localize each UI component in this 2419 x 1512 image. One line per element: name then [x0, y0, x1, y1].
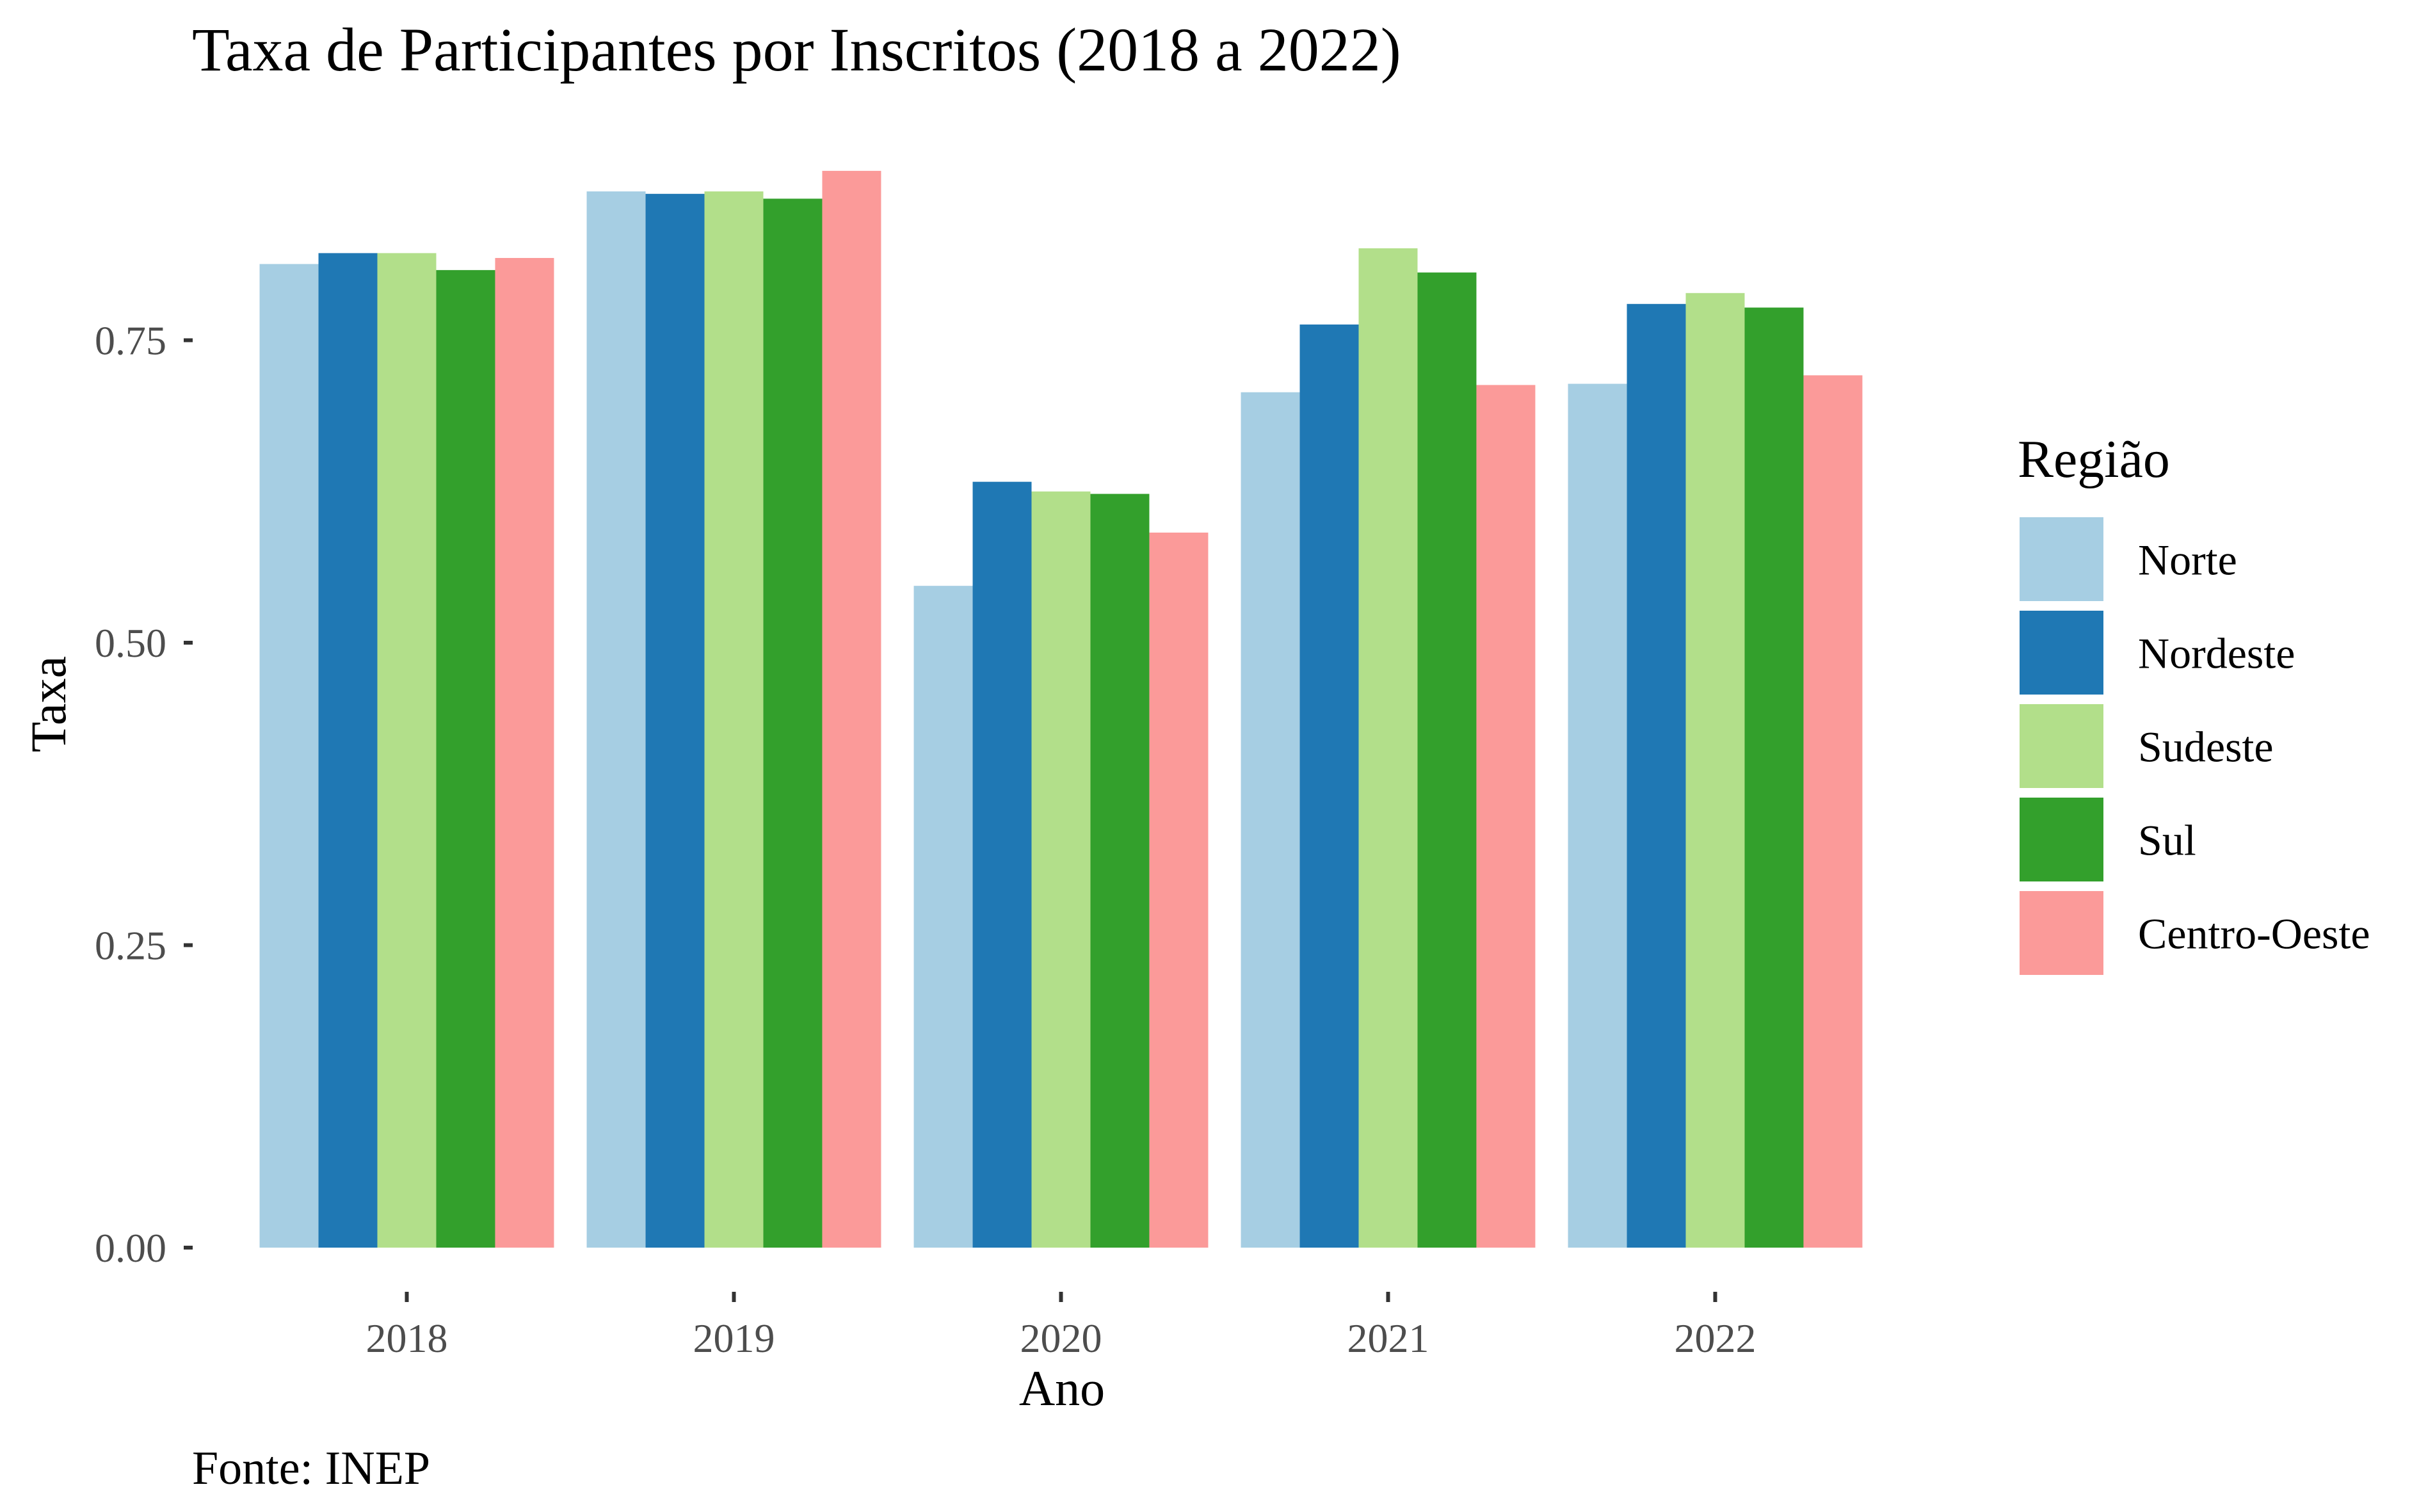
- legend-key-centro-oeste: [2020, 891, 2103, 975]
- legend: Região Norte Nordeste Sudeste Sul Centro-Oes…: [2018, 430, 2370, 975]
- legend-label: Sul: [2138, 816, 2196, 865]
- bar-norte-2019: [586, 191, 646, 1248]
- bar-nordeste-2019: [645, 193, 705, 1248]
- legend-key-sul: [2020, 798, 2103, 881]
- bar-sul-2021: [1417, 272, 1477, 1248]
- legend-label: Sudeste: [2138, 723, 2274, 771]
- y-axis-title: Taxa: [20, 656, 76, 752]
- bar-sudeste-2019: [704, 191, 764, 1248]
- x-tick-label: 2018: [366, 1315, 448, 1361]
- x-tick-label: 2020: [1020, 1315, 1102, 1361]
- y-tick-label: 0.00: [95, 1225, 166, 1271]
- bar-nordeste-2022: [1627, 303, 1686, 1248]
- x-tick-label: 2021: [1347, 1315, 1429, 1361]
- x-axis-title: Ano: [1019, 1360, 1105, 1416]
- bar-sudeste-2022: [1685, 293, 1745, 1248]
- bar-norte-2020: [913, 586, 973, 1248]
- bar-centro-oeste-2022: [1803, 375, 1863, 1248]
- bar-centro-oeste-2019: [822, 170, 881, 1248]
- bar-centro-oeste-2018: [495, 257, 554, 1248]
- legend-key-sudeste: [2020, 704, 2103, 788]
- bar-centro-oeste-2021: [1476, 385, 1536, 1248]
- legend-label: Norte: [2138, 536, 2237, 584]
- bar-sul-2018: [436, 269, 495, 1248]
- bar-sudeste-2020: [1031, 491, 1091, 1248]
- y-tick-label: 0.75: [95, 318, 166, 364]
- x-tick-label: 2019: [693, 1315, 775, 1361]
- bar-norte-2021: [1241, 392, 1300, 1248]
- bar-norte-2022: [1568, 383, 1627, 1248]
- legend-label: Centro-Oeste: [2138, 910, 2370, 958]
- legend-label: Nordeste: [2138, 629, 2295, 678]
- bar-centro-oeste-2020: [1149, 533, 1209, 1248]
- y-axis: 0.00 0.25 0.50 0.75: [95, 318, 193, 1271]
- y-tick-label: 0.50: [95, 620, 166, 666]
- x-axis: 2018 2019 2020 2021 2022: [366, 1292, 1756, 1361]
- bar-nordeste-2021: [1299, 324, 1359, 1248]
- bar-sudeste-2021: [1358, 248, 1418, 1248]
- bars-group: [259, 170, 1863, 1248]
- bar-sul-2022: [1744, 307, 1804, 1248]
- legend-key-nordeste: [2020, 611, 2103, 695]
- legend-title: Região: [2018, 430, 2170, 489]
- bar-nordeste-2018: [318, 253, 378, 1248]
- bar-sul-2020: [1090, 494, 1150, 1248]
- bar-nordeste-2020: [972, 481, 1032, 1248]
- bar-sul-2019: [763, 198, 823, 1248]
- caption-source: Fonte: INEP: [192, 1442, 430, 1495]
- bar-sudeste-2018: [377, 253, 437, 1248]
- x-tick-label: 2022: [1675, 1315, 1756, 1361]
- y-tick-label: 0.25: [95, 923, 166, 969]
- legend-key-norte: [2020, 517, 2103, 601]
- bar-norte-2018: [259, 264, 319, 1248]
- chart-title: Taxa de Participantes por Inscritos (201…: [192, 15, 1401, 84]
